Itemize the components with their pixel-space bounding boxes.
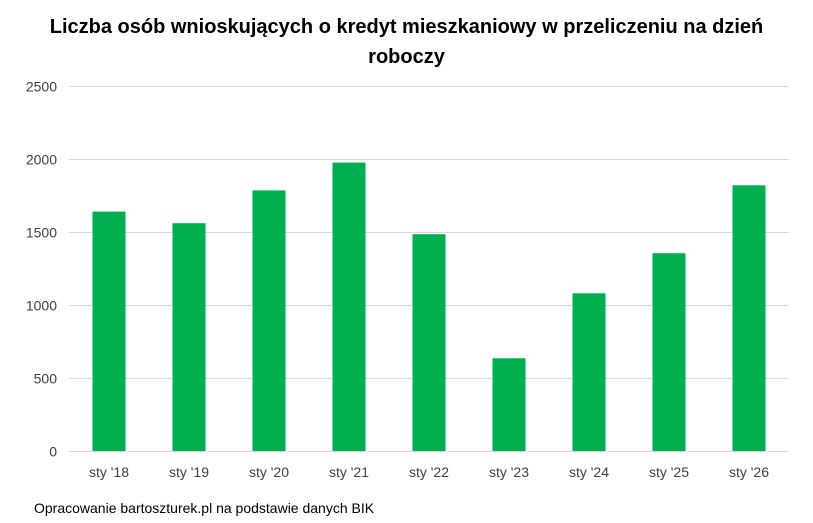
x-tick-label: sty '25 [649, 464, 689, 480]
x-tick-label: sty '23 [489, 464, 529, 480]
bar [92, 211, 126, 451]
x-tick-label: sty '24 [569, 464, 609, 480]
y-axis-ticks: 0 500 1000 1500 2000 2500 [26, 79, 57, 460]
bar [172, 223, 206, 451]
x-tick-label: sty '18 [89, 464, 129, 480]
bar [492, 358, 526, 451]
x-tick-label: sty '21 [329, 464, 369, 480]
y-tick-label: 500 [34, 371, 58, 387]
source-note: Opracowanie bartoszturek.pl na podstawie… [34, 500, 375, 516]
y-tick-label: 0 [49, 444, 57, 460]
chart-title: Liczba osób wnioskujących o kredyt miesz… [49, 16, 764, 68]
x-tick-label: sty '22 [409, 464, 449, 480]
bars [92, 162, 766, 452]
bar [732, 185, 766, 452]
y-tick-label: 1500 [26, 225, 57, 241]
bar [652, 253, 686, 451]
y-tick-label: 2500 [26, 79, 57, 95]
x-tick-label: sty '20 [249, 464, 289, 480]
x-axis-ticks: sty '18 sty '19 sty '20 sty '21 sty '22 sty '… [89, 464, 769, 480]
bar [412, 234, 446, 451]
bar [252, 190, 286, 451]
x-tick-label: sty '19 [169, 464, 209, 480]
y-tick-label: 2000 [26, 152, 57, 168]
y-tick-label: 1000 [26, 298, 57, 314]
x-tick-label: sty '26 [729, 464, 769, 480]
bar [332, 162, 366, 451]
bar [572, 293, 606, 451]
